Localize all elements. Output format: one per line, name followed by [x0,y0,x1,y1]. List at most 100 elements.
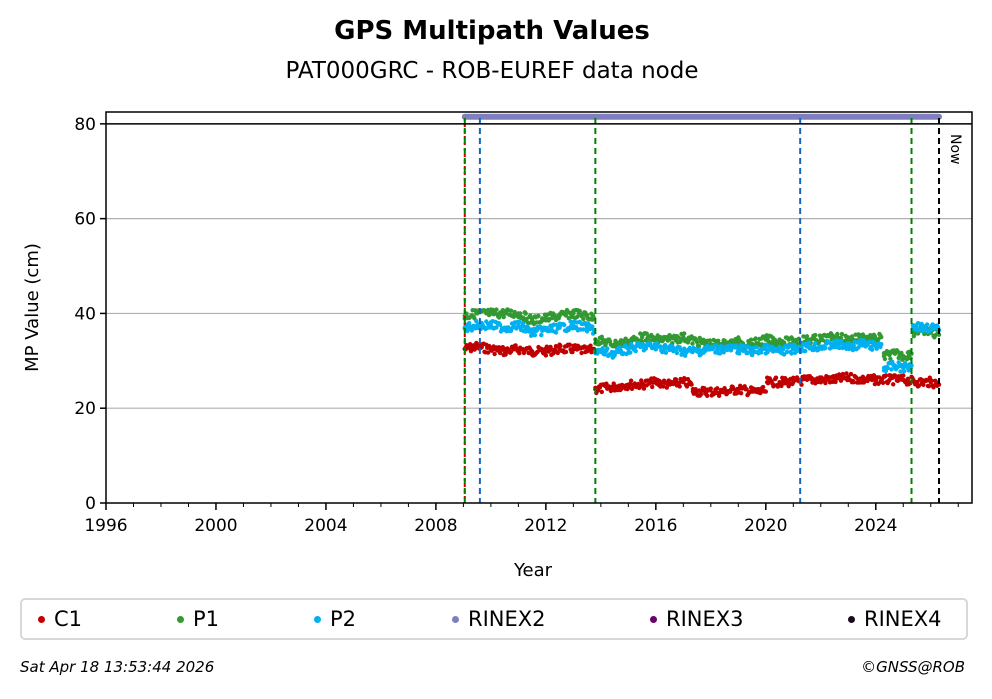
data-point-c1 [599,389,604,395]
data-point-p1 [682,331,687,336]
data-point-c1 [650,384,655,390]
data-point-c1 [488,346,494,352]
legend-item-c1: C1 [38,607,82,631]
data-point-p2 [759,350,764,355]
data-point-c1 [689,382,694,387]
data-point-p2 [722,346,727,352]
data-point-c1 [571,346,576,352]
x-tick-label-2008: 2008 [414,516,457,536]
data-point-c1 [667,382,672,387]
legend-item-rinex3: RINEX3 [650,607,744,631]
data-point-p2 [910,323,916,328]
data-point-c1 [715,386,720,391]
data-point-c1 [584,349,590,354]
data-point-p2 [867,339,872,344]
data-point-p2 [529,333,534,338]
data-point-c1 [555,350,560,356]
data-point-p2 [823,345,828,351]
legend-label-rinex4: RINEX4 [864,607,942,631]
data-point-p2 [557,325,562,330]
data-point-p2 [736,346,741,352]
data-point-p2 [909,363,914,368]
data-point-p1 [736,339,741,345]
data-point-p2 [517,319,522,324]
data-point-p2 [718,343,724,349]
data-point-p1 [676,335,681,340]
data-point-c1 [557,346,562,352]
data-point-c1 [579,350,584,356]
data-point-c1 [823,380,828,386]
data-point-c1 [604,381,609,386]
data-point-p1 [496,315,502,320]
legend-label-p1: P1 [193,607,220,631]
data-point-p1 [777,339,782,345]
y-tick-label-40: 40 [74,304,96,324]
x-tick-label-2004: 2004 [304,516,347,536]
data-point-c1 [474,344,480,349]
data-point-p2 [851,343,856,348]
data-point-p2 [658,344,663,349]
data-point-c1 [880,380,886,385]
data-point-p2 [879,342,884,347]
legend-item-rinex2: RINEX2 [452,607,546,631]
data-point-p1 [707,338,713,343]
data-point-c1 [744,387,749,392]
data-point-p2 [667,346,672,352]
data-point-c1 [891,382,896,387]
data-point-c1 [928,379,933,385]
data-point-p2 [791,346,796,352]
series-c1-segment-2 [690,383,768,398]
footer-timestamp: Sat Apr 18 13:53:44 2026 [20,658,215,676]
data-point-p2 [747,345,752,350]
x-tick-label-2016: 2016 [634,516,677,536]
now-label: Now [947,134,963,165]
data-point-p1 [502,311,507,316]
data-point-p2 [881,365,887,371]
data-point-p2 [836,342,841,347]
legend-marker-rinex2 [452,615,459,623]
data-point-p2 [543,327,549,333]
data-point-p2 [818,344,823,349]
legend-marker-p1 [177,615,184,623]
y-axis-label: MP Value (cm) [22,243,43,372]
legend-label-p2: P2 [330,607,357,631]
data-point-c1 [653,379,659,385]
data-point-c1 [773,375,779,380]
data-point-p1 [571,311,576,316]
data-point-p1 [748,337,754,342]
data-point-p1 [832,334,837,340]
data-point-c1 [832,377,837,382]
data-point-p1 [681,334,686,340]
data-point-c1 [661,384,666,389]
legend-label-rinex2: RINEX2 [468,607,546,631]
data-point-p2 [639,344,645,349]
data-point-p1 [753,336,758,341]
data-point-p1 [892,351,898,356]
data-point-p2 [694,349,700,354]
data-point-p2 [869,347,875,352]
data-point-p1 [804,334,810,339]
data-point-p2 [846,344,851,349]
data-point-p1 [653,337,659,342]
data-point-c1 [777,379,782,385]
data-point-p2 [590,331,596,336]
data-point-c1 [516,346,521,352]
data-point-c1 [736,387,741,392]
y-tick-label-80: 80 [74,115,96,135]
data-point-p2 [529,330,535,335]
data-point-p2 [648,340,653,346]
data-point-c1 [612,384,617,390]
data-point-p2 [571,323,576,328]
series-p2-segment-3 [910,321,941,334]
data-point-p2 [806,340,812,345]
x-tick-label-1996: 1996 [84,516,127,536]
data-point-p1 [899,350,904,356]
data-point-p2 [892,363,898,368]
data-point-p2 [763,346,769,352]
data-point-p2 [562,322,567,328]
data-point-c1 [698,392,704,397]
data-point-p2 [617,345,623,350]
data-point-c1 [673,377,679,382]
data-point-c1 [926,384,932,389]
